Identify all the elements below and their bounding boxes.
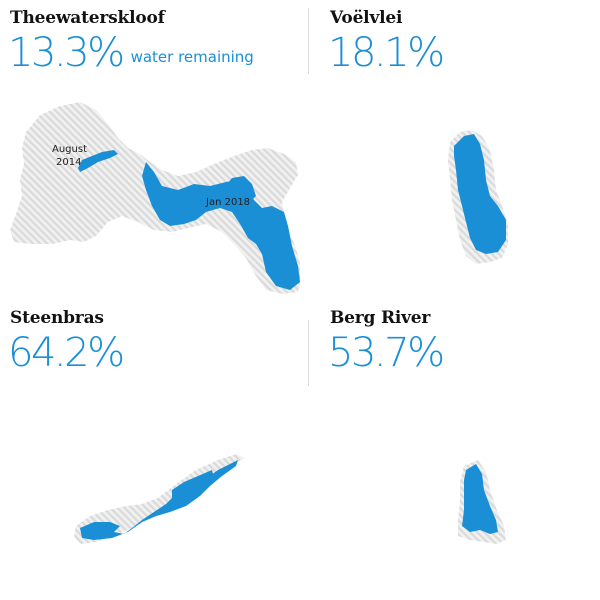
dam-map-voelvlei [448,130,508,264]
dam-name: Steenbras [10,308,104,328]
dam-percentage: 13.3% [8,30,125,76]
column-divider-bottom [308,320,309,386]
dam-level-line: 18.1% [328,30,445,76]
dam-percentage: 64.2% [8,330,125,376]
dam-percentage: 53.7% [328,330,445,376]
dam-panel-voelvlei: Voëlvlei 18.1% [300,0,600,300]
dam-name: Voëlvlei [330,8,403,28]
dam-panel-berg-river: Berg River 53.7% [300,300,600,600]
dam-panel-steenbras: Steenbras 64.2% [0,300,300,600]
dam-level-line: 13.3% water remaining [8,30,254,76]
annotation-current-date: Jan 2018 [205,197,250,208]
dam-percentage: 18.1% [328,30,445,76]
water-remaining-label: water remaining [130,48,254,66]
past-water-sliver [78,150,118,172]
dam-level-line: 53.7% [328,330,445,376]
current-water-area [454,134,506,254]
annotation-past-year: 2014 [56,157,81,168]
dam-map-berg-river [458,460,506,544]
current-water-area [142,162,300,290]
column-divider-top [308,8,309,74]
dam-map-steenbras [74,454,244,544]
dam-name: Berg River [330,308,431,328]
current-water-upper-basin [172,470,214,498]
dam-panel-theewaterskloof: August 2014 Jan 2018 Theewaterskloof 13.… [0,0,300,300]
current-water-area [80,460,238,540]
dam-name: Theewaterskloof [10,8,165,28]
dam-map-theewaterskloof: August 2014 Jan 2018 [10,102,300,294]
annotation-past-month: August [52,144,87,155]
dam-level-line: 64.2% [8,330,125,376]
current-water-area [462,464,498,534]
current-water-north-arm [224,176,256,202]
